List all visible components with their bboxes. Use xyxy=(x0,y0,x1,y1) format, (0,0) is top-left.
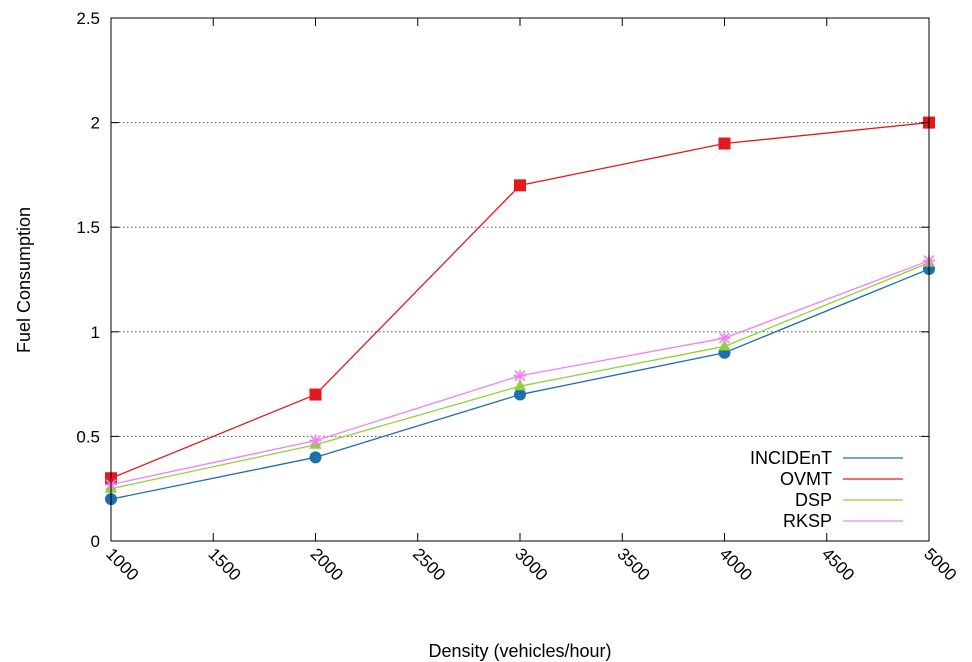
y-tick-label: 2.5 xyxy=(76,9,100,28)
y-axis-label: Fuel Consumption xyxy=(14,207,34,353)
y-tick-label: 0.5 xyxy=(76,427,100,446)
data-point xyxy=(514,388,526,401)
y-tick-label: 0 xyxy=(91,532,100,551)
x-tick-label: 3500 xyxy=(613,544,653,584)
x-tick-label: 1000 xyxy=(102,544,142,584)
x-axis-label: Density (vehicles/hour) xyxy=(428,641,611,661)
x-tick-label: 4500 xyxy=(818,544,858,584)
legend-label: INCIDEnT xyxy=(750,448,832,468)
x-tick-label: 3000 xyxy=(511,544,551,584)
data-point xyxy=(514,179,526,192)
x-tick-label: 5000 xyxy=(920,544,960,584)
legend-label: DSP xyxy=(795,490,832,510)
data-point xyxy=(514,369,526,382)
grid-lines xyxy=(111,122,929,437)
y-tick-label: 2 xyxy=(91,114,100,133)
x-tick-label: 2500 xyxy=(409,544,449,584)
data-point xyxy=(718,137,731,150)
legend-label: RKSP xyxy=(783,511,832,531)
x-tick-label: 2000 xyxy=(307,544,347,584)
series-ovmt xyxy=(105,116,935,485)
data-point xyxy=(514,379,526,391)
data-point xyxy=(718,332,731,345)
data-point xyxy=(718,339,731,351)
data-point xyxy=(309,388,322,401)
legend-label: OVMT xyxy=(780,469,832,489)
x-tick-label: 1500 xyxy=(204,544,244,584)
y-tick-label: 1.5 xyxy=(76,218,100,237)
series-layer xyxy=(105,116,935,506)
data-point xyxy=(309,451,322,464)
x-tick-label: 4000 xyxy=(716,544,756,584)
y-tick-label: 1 xyxy=(91,323,100,342)
y-axis-ticks: 0 0.5 1 1.5 2 2.5 xyxy=(76,9,929,551)
data-point xyxy=(309,434,322,447)
series-line xyxy=(110,121,930,479)
